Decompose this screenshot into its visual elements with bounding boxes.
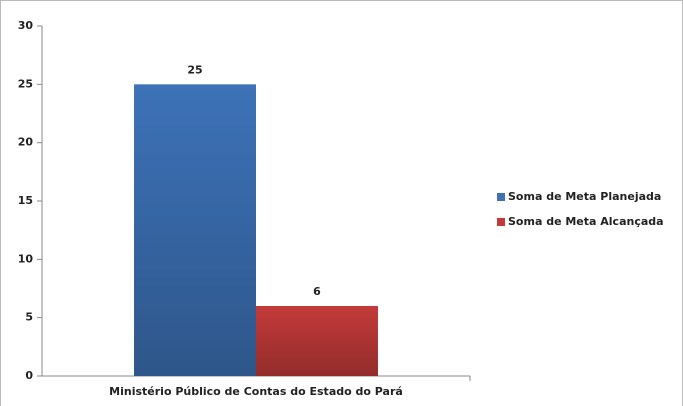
y-tick-label: 20: [18, 136, 34, 149]
bar: [134, 84, 256, 376]
y-tick-label: 10: [18, 252, 34, 265]
legend-label: Soma de Meta Alcançada: [508, 215, 664, 228]
bar: [256, 306, 378, 376]
data-label: 25: [187, 63, 202, 76]
x-tick-label: Ministério Público de Contas do Estado d…: [109, 385, 403, 398]
y-tick-label: 5: [25, 311, 33, 324]
legend-swatch: [497, 218, 505, 226]
y-tick-label: 0: [25, 369, 33, 382]
legend-swatch: [497, 193, 505, 201]
legend-label: Soma de Meta Planejada: [508, 190, 661, 203]
y-tick-label: 15: [18, 194, 33, 207]
y-tick-label: 25: [18, 77, 33, 90]
y-tick-label: 30: [18, 19, 34, 32]
data-label: 6: [313, 285, 321, 298]
